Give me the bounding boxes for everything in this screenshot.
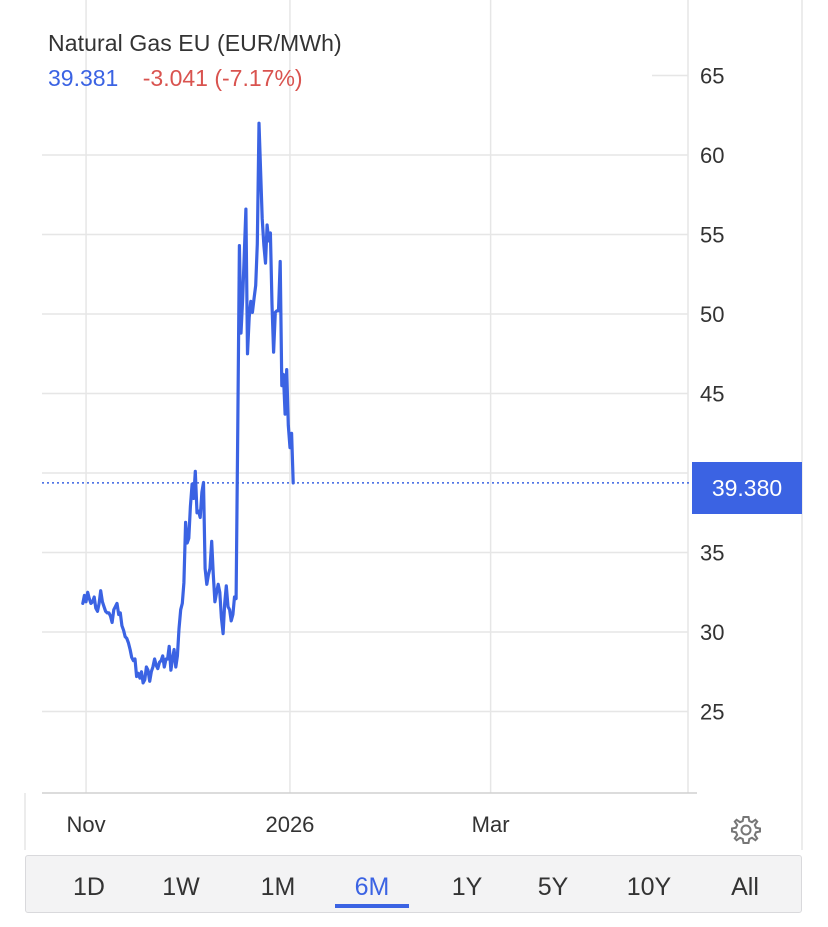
price-series-line — [81, 121, 295, 685]
x-tick-label: Nov — [66, 812, 105, 837]
range-button-1m[interactable]: 1M — [260, 873, 296, 901]
x-tick-label: Mar — [472, 812, 510, 837]
chart-grid — [24, 0, 803, 850]
chart-title: Natural Gas EU (EUR/MWh) — [48, 30, 342, 56]
range-button-5y[interactable]: 5Y — [537, 873, 569, 901]
y-tick-label: 55 — [700, 223, 724, 248]
y-tick-label: 25 — [700, 700, 724, 725]
chart-axes: 25 30 35 45 50 55 60 65 Nov 2026 Mar — [66, 64, 724, 838]
y-tick-label: 60 — [700, 143, 724, 168]
gear-icon[interactable] — [730, 814, 762, 846]
quote-line: 39.381 -3.041 (-7.17%) — [48, 65, 342, 92]
price-chart: 25 30 35 45 50 55 60 65 Nov 2026 Mar — [24, 0, 803, 850]
range-button-10y[interactable]: 10Y — [626, 873, 672, 901]
range-button-1w[interactable]: 1W — [162, 873, 200, 901]
x-tick-label: 2026 — [265, 812, 314, 837]
range-button-1d[interactable]: 1D — [73, 873, 105, 901]
range-button-1y[interactable]: 1Y — [451, 873, 483, 901]
last-price: 39.381 — [48, 65, 119, 91]
range-button-all[interactable]: All — [731, 873, 759, 901]
range-button-6m[interactable]: 6M — [335, 856, 409, 914]
y-tick-label: 30 — [700, 620, 724, 645]
price-change: -3.041 (-7.17%) — [142, 65, 303, 91]
range-selector: 1D 1W 1M 6M 1Y 5Y 10Y All — [25, 855, 802, 913]
y-tick-label: 35 — [700, 541, 724, 566]
y-tick-label: 65 — [700, 64, 724, 89]
y-tick-label: 50 — [700, 302, 724, 327]
chart-header: Natural Gas EU (EUR/MWh) 39.381 -3.041 (… — [48, 30, 342, 92]
current-price-tag: 39.380 — [692, 462, 802, 514]
chart-series — [81, 121, 295, 685]
y-tick-label: 45 — [700, 382, 724, 407]
